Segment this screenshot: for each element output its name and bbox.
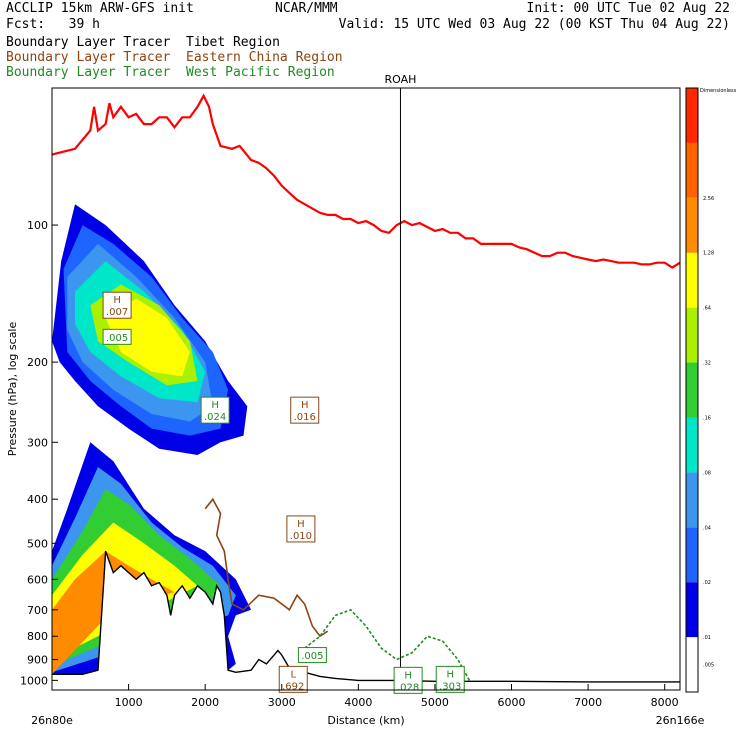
- annotation-box-8: [435, 665, 465, 693]
- colorbar-level-0: .005: [703, 663, 714, 669]
- annotation-value-0: .007: [106, 307, 128, 318]
- annotation-box-2: [200, 396, 230, 424]
- colorbar-frame: [685, 87, 699, 693]
- colorbar-segment-7: [686, 252, 698, 308]
- x-tick-label-1000: 1000: [115, 696, 143, 709]
- annotation-box-7: [393, 666, 423, 694]
- plot-area: [52, 93, 680, 690]
- header-model-title: ACCLIP 15km ARW-GFS init: [6, 1, 194, 16]
- terrain-line: [52, 550, 680, 683]
- y-tick-label-500: 500: [27, 537, 48, 550]
- annotation-symbol-8: H: [446, 669, 454, 680]
- annotation-value-4: .010: [290, 531, 312, 542]
- annotation-box-1: [102, 328, 132, 345]
- x-tick-label-3000: 3000: [268, 696, 296, 709]
- x-axis-label: Distance (km): [327, 714, 404, 727]
- annotation-box-5: [297, 647, 327, 664]
- annotation-symbol-6: L: [290, 669, 296, 680]
- legend-tibet: Boundary Layer Tracer Tibet Region: [6, 35, 280, 50]
- colorbar-segment-8: [686, 197, 698, 253]
- colorbar-segment-5: [686, 362, 698, 418]
- annotation-symbol-0: H: [113, 295, 121, 306]
- header-organization: NCAR/MMM: [275, 1, 338, 16]
- eastern-china-contour: [204, 497, 329, 638]
- annotation-value-5: .005: [301, 651, 323, 662]
- annotation-value-6: .692: [282, 681, 304, 692]
- y-tick-label-1000: 1000: [20, 674, 48, 687]
- annotation-symbol-3: H: [301, 400, 309, 411]
- colorbar-level-9: 2.56: [703, 196, 714, 202]
- colorbar-segment-4: [686, 417, 698, 473]
- colorbar-level-6: .32: [703, 361, 711, 367]
- annotation-value-1: .005: [106, 333, 128, 344]
- annotation-value-3: .016: [294, 412, 316, 423]
- annotation-box-4: [286, 515, 316, 543]
- legend-west-pacific: Boundary Layer Tracer West Pacific Regio…: [6, 65, 335, 80]
- x-tick-label-5000: 5000: [421, 696, 449, 709]
- plot-frame: [51, 87, 681, 691]
- annotation-box-0: [102, 291, 132, 319]
- colorbar-level-5: .16: [703, 415, 711, 421]
- y-tick-label-200: 200: [27, 356, 48, 369]
- colorbar-title: Dimensionless: [700, 88, 737, 94]
- header-valid-time: Valid: 15 UTC Wed 03 Aug 22 (00 KST Thu …: [338, 17, 730, 32]
- x-tick-label-6000: 6000: [498, 696, 526, 709]
- annotation-value-8: .303: [439, 681, 461, 692]
- colorbar-segment-1: [686, 582, 698, 638]
- colorbar-segment-3: [686, 472, 698, 528]
- left-endpoint-label: 26n80e: [31, 714, 73, 727]
- tropopause-line: [52, 93, 680, 269]
- y-tick-label-700: 700: [27, 604, 48, 617]
- y-tick-label-600: 600: [27, 573, 48, 586]
- marker-label-roah: ROAH: [385, 73, 417, 86]
- x-tick-label-7000: 7000: [574, 696, 602, 709]
- colorbar-segment-9: [686, 142, 698, 198]
- colorbar-segment-10: [686, 88, 698, 143]
- y-tick-label-400: 400: [27, 493, 48, 506]
- colorbar-segment-6: [686, 307, 698, 363]
- colorbar-level-2: .02: [703, 580, 711, 586]
- annotation-value-2: .024: [204, 412, 226, 423]
- colorbar-level-8: 1.28: [703, 251, 714, 257]
- header-forecast-hour: Fcst: 39 h: [6, 17, 100, 32]
- colorbar-level-1: .01: [703, 635, 711, 641]
- west-pacific-contour: [304, 608, 471, 681]
- y-tick-label-300: 300: [27, 436, 48, 449]
- annotation-box-6: [278, 665, 308, 693]
- terrain-fill: [52, 551, 680, 690]
- y-axis-label: Pressure (hPa), log scale: [6, 322, 19, 457]
- y-tick-label-800: 800: [27, 630, 48, 643]
- y-tick-label-900: 900: [27, 654, 48, 667]
- header-init-time: Init: 00 UTC Tue 02 Aug 22: [526, 1, 731, 16]
- legend-eastern-china: Boundary Layer Tracer Eastern China Regi…: [6, 50, 343, 65]
- right-endpoint-label: 26n166e: [656, 714, 705, 727]
- annotation-value-7: .028: [397, 682, 419, 693]
- colorbar-level-3: .04: [703, 525, 711, 531]
- annotation-symbol-2: H: [211, 400, 219, 411]
- annotation-symbol-7: H: [404, 670, 412, 681]
- annotation-symbol-4: H: [297, 519, 305, 530]
- x-tick-label-8000: 8000: [651, 696, 679, 709]
- colorbar-level-7: .64: [703, 306, 711, 312]
- colorbar-segment-0: [686, 637, 698, 692]
- annotation-box-3: [290, 396, 320, 424]
- colorbar-level-4: .08: [703, 470, 711, 476]
- x-tick-label-4000: 4000: [344, 696, 372, 709]
- x-tick-label-2000: 2000: [191, 696, 219, 709]
- y-tick-label-100: 100: [27, 219, 48, 232]
- colorbar-segment-2: [686, 527, 698, 583]
